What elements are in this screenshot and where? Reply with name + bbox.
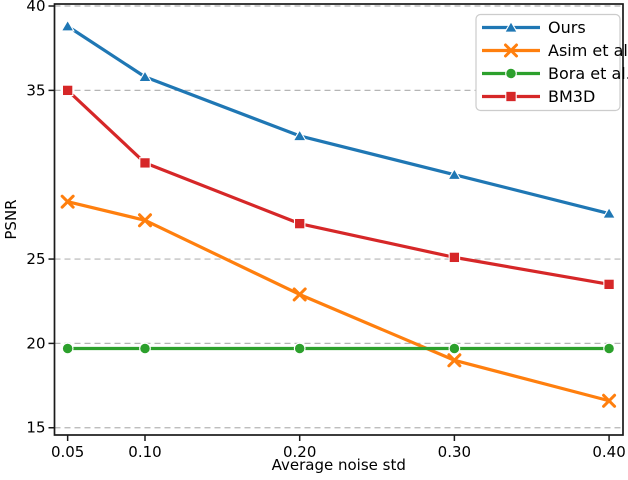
data-marker [292, 129, 307, 142]
data-marker [61, 342, 74, 355]
x-tick-label: 0.30 [438, 443, 471, 461]
legend-marker-icon [504, 43, 518, 58]
x-tick-label: 0.40 [592, 443, 625, 461]
legend-label: BM3D [548, 87, 595, 106]
y-tick-label: 15 [26, 419, 45, 437]
legend-box [475, 13, 621, 112]
data-marker [448, 251, 461, 264]
data-marker [293, 217, 306, 230]
y-tick-label: 20 [26, 334, 45, 352]
axes-spines [53, 3, 624, 436]
x-tick-label: 0.05 [51, 443, 84, 461]
data-marker [293, 342, 306, 355]
data-marker [447, 353, 462, 368]
data-marker [603, 342, 615, 355]
data-marker [602, 393, 617, 408]
data-marker [60, 19, 75, 32]
x-tick-label: 0.10 [128, 443, 161, 461]
legend-marker-icon [505, 90, 517, 103]
data-marker [60, 194, 75, 209]
data-marker [601, 206, 617, 219]
y-axis-label: PSNR [2, 199, 20, 239]
legend-label: Asim et al. [548, 41, 628, 60]
data-marker [447, 167, 462, 180]
x-tick-label: 0.20 [283, 443, 316, 461]
y-tick-label: 40 [26, 0, 45, 15]
legend-marker-icon [505, 67, 517, 80]
data-marker [603, 278, 615, 291]
data-marker [448, 342, 461, 355]
series-line-bm3d [66, 88, 611, 286]
y-tick-label: 25 [26, 250, 45, 268]
data-marker [139, 342, 151, 355]
legend-label: Bora et al. [548, 64, 628, 83]
x-axis-label: Average noise std [272, 456, 406, 474]
legend-label: Ours [548, 18, 586, 37]
data-marker [139, 157, 151, 169]
data-marker [137, 69, 153, 83]
legend-marker-icon [503, 20, 519, 33]
data-marker [61, 84, 74, 97]
data-marker [292, 287, 307, 302]
y-tick-label: 35 [26, 81, 45, 99]
data-marker [137, 213, 152, 228]
